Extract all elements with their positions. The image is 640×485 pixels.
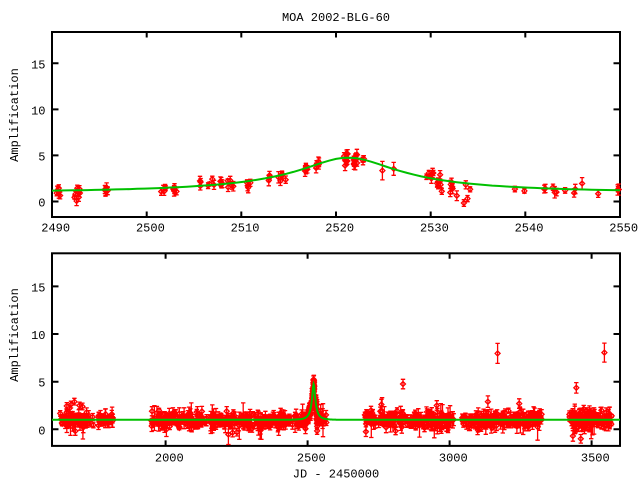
svg-text:3500: 3500 <box>581 452 610 466</box>
svg-text:15: 15 <box>31 58 45 72</box>
svg-text:MOA 2002-BLG-60: MOA 2002-BLG-60 <box>282 11 390 25</box>
svg-text:Amplification: Amplification <box>8 68 22 162</box>
svg-text:2490: 2490 <box>41 222 70 236</box>
svg-text:2520: 2520 <box>325 222 354 236</box>
svg-text:3000: 3000 <box>439 452 468 466</box>
svg-text:2500: 2500 <box>297 452 326 466</box>
svg-text:2000: 2000 <box>155 452 184 466</box>
svg-text:10: 10 <box>31 104 45 118</box>
svg-text:Amplification: Amplification <box>8 288 22 382</box>
svg-text:15: 15 <box>31 281 45 295</box>
svg-text:JD - 2450000: JD - 2450000 <box>293 468 379 481</box>
svg-text:5: 5 <box>38 377 45 391</box>
svg-text:5: 5 <box>38 150 45 164</box>
svg-text:10: 10 <box>31 329 45 343</box>
svg-text:0: 0 <box>38 197 45 211</box>
svg-text:2510: 2510 <box>231 222 260 236</box>
svg-text:2500: 2500 <box>136 222 165 236</box>
svg-text:2530: 2530 <box>420 222 449 236</box>
svg-text:0: 0 <box>38 424 45 438</box>
svg-text:2540: 2540 <box>515 222 544 236</box>
svg-text:2550: 2550 <box>609 222 638 236</box>
